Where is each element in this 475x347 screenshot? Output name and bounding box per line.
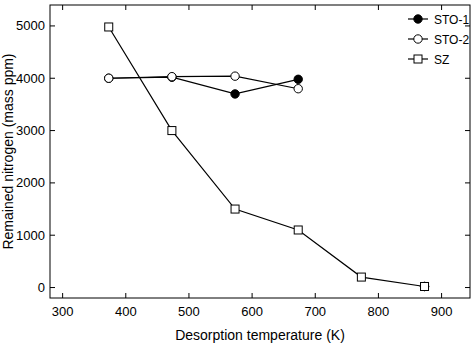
x-tick-label: 900 bbox=[431, 304, 453, 319]
y-tick bbox=[50, 78, 55, 79]
data-point bbox=[168, 73, 176, 81]
legend-marker bbox=[414, 55, 422, 63]
data-point bbox=[105, 23, 113, 31]
y-tick-label: 1000 bbox=[16, 228, 45, 243]
y-tick-right bbox=[465, 182, 470, 183]
data-point bbox=[357, 273, 365, 281]
x-tick-label: 400 bbox=[115, 304, 137, 319]
data-point bbox=[168, 127, 176, 135]
x-tick-label: 700 bbox=[304, 304, 326, 319]
y-tick bbox=[50, 235, 55, 236]
series-line bbox=[109, 77, 425, 286]
data-point bbox=[231, 90, 239, 98]
data-point bbox=[294, 75, 302, 83]
y-tick-label: 3000 bbox=[16, 123, 45, 138]
series-line bbox=[109, 76, 425, 286]
y-tick bbox=[50, 287, 55, 288]
x-axis-label: Desorption temperature (K) bbox=[175, 327, 345, 343]
x-tick bbox=[441, 293, 442, 298]
y-tick-label: 5000 bbox=[16, 18, 45, 33]
y-tick-right bbox=[465, 78, 470, 79]
legend-label: SZ bbox=[434, 53, 449, 67]
y-tick-label: 0 bbox=[38, 280, 45, 295]
data-point bbox=[420, 282, 428, 290]
y-tick-right bbox=[465, 235, 470, 236]
y-tick-right bbox=[465, 287, 470, 288]
x-tick-label: 300 bbox=[52, 304, 74, 319]
data-point bbox=[231, 72, 239, 80]
x-tick bbox=[315, 293, 316, 298]
y-tick bbox=[50, 130, 55, 131]
legend-label: STO-1 bbox=[434, 13, 469, 27]
plot-area bbox=[105, 23, 429, 291]
legend: STO-1 STO-2 SZ bbox=[408, 13, 469, 67]
legend-marker bbox=[414, 15, 422, 23]
data-point bbox=[294, 85, 302, 93]
x-tick bbox=[62, 293, 63, 298]
x-tick bbox=[188, 293, 189, 298]
chart: 300 400 500 600 700 800 900 0 1000 2000 3000 4000 50… bbox=[0, 0, 475, 347]
x-tick-top bbox=[188, 5, 189, 10]
y-tick bbox=[50, 25, 55, 26]
plot-frame bbox=[50, 5, 470, 298]
legend-marker bbox=[414, 35, 422, 43]
y-tick bbox=[50, 182, 55, 183]
y-axis-label: Remained nitrogen (mass ppm) bbox=[0, 53, 16, 249]
x-tick-label: 800 bbox=[368, 304, 390, 319]
x-tick bbox=[252, 293, 253, 298]
x-tick-label: 600 bbox=[241, 304, 263, 319]
data-point bbox=[231, 205, 239, 213]
y-tick-label: 4000 bbox=[16, 71, 45, 86]
data-point bbox=[420, 282, 428, 290]
data-point bbox=[168, 72, 176, 80]
data-point bbox=[421, 282, 429, 290]
data-point bbox=[105, 74, 113, 82]
series-line bbox=[109, 27, 425, 287]
x-tick-label: 500 bbox=[178, 304, 200, 319]
x-tick-top bbox=[441, 5, 442, 10]
x-tick-top bbox=[62, 5, 63, 10]
data-point bbox=[105, 74, 113, 82]
x-tick-top bbox=[252, 5, 253, 10]
x-tick-top bbox=[125, 5, 126, 10]
x-tick bbox=[125, 293, 126, 298]
x-tick-top bbox=[378, 5, 379, 10]
data-point bbox=[294, 226, 302, 234]
x-tick bbox=[378, 293, 379, 298]
x-tick-top bbox=[315, 5, 316, 10]
y-tick-label: 2000 bbox=[16, 175, 45, 190]
legend-label: STO-2 bbox=[434, 33, 469, 47]
y-tick-right bbox=[465, 130, 470, 131]
